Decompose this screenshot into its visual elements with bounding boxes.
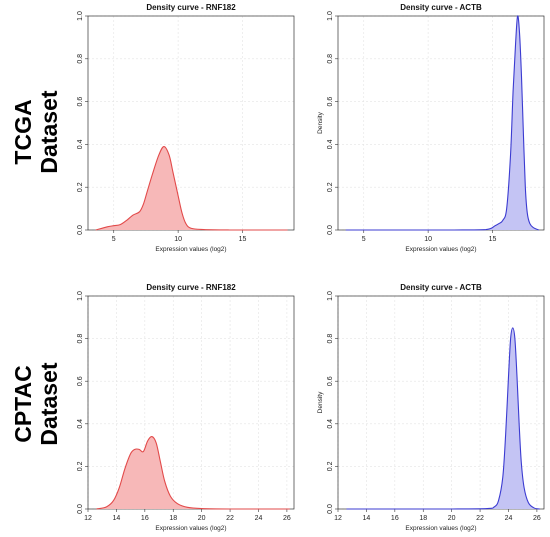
x-axis-label: Expression values (log2) (405, 525, 476, 532)
y-tick-label: 0.2 (327, 461, 334, 471)
x-tick-label: 5 (112, 236, 116, 243)
density-line (346, 327, 540, 510)
x-tick-label: 24 (255, 515, 263, 522)
x-tick-label: 20 (448, 515, 456, 522)
chart-title: Density curve - RNF182 (146, 3, 236, 12)
density-chart-cptac-actb: Density curve - ACTB 12 14 16 18 20 22 24 26 0.0 0… (317, 283, 545, 532)
y-tick-label: 1.0 (327, 11, 334, 21)
y-tick-label: 0.6 (77, 97, 84, 107)
x-axis-label: Expression values (log2) (155, 246, 226, 253)
chart-panel-tcga-actb: Density curve - ACTB 5 10 15 0.0 0.2 0.4 0.6 0.8… (310, 0, 550, 258)
y-tick-label: 0.8 (77, 334, 84, 344)
x-tick-label: 5 (362, 236, 366, 243)
x-tick-label: 10 (424, 236, 432, 243)
x-tick-label: 26 (533, 515, 541, 522)
y-tick-label: 0.6 (327, 376, 334, 386)
x-tick-label: 16 (391, 515, 399, 522)
chart-title: Density curve - RNF182 (146, 283, 236, 292)
y-tick-label: 0.6 (77, 376, 84, 386)
x-tick-label: 12 (84, 515, 92, 522)
y-tick-label: 0.0 (327, 504, 334, 514)
x-tick-label: 10 (174, 236, 182, 243)
x-axis-label: Expression values (log2) (155, 525, 226, 532)
y-tick-label: 1.0 (77, 11, 84, 21)
x-tick-label: 22 (226, 515, 234, 522)
chart-title: Density curve - ACTB (400, 283, 482, 292)
y-tick-label: 0.8 (327, 334, 334, 344)
density-chart-tcga-actb: Density curve - ACTB 5 10 15 0.0 0.2 0.4 0.6 0.8… (317, 3, 545, 253)
density-line (345, 15, 540, 231)
y-tick-label: 0.4 (327, 139, 334, 149)
x-tick-label: 20 (198, 515, 206, 522)
y-tick-label: 0.4 (77, 139, 84, 149)
x-tick-label: 18 (169, 515, 177, 522)
plot-frame (87, 15, 295, 231)
x-tick-label: 14 (113, 515, 121, 522)
y-tick-label: 0.4 (77, 419, 84, 429)
density-area (95, 146, 288, 230)
y-axis-label: Density (317, 391, 324, 413)
y-tick-label: 1.0 (327, 291, 334, 301)
x-tick-label: 22 (476, 515, 484, 522)
y-tick-label: 0.8 (77, 54, 84, 64)
density-line (95, 145, 288, 231)
density-area (346, 327, 540, 509)
x-tick-label: 18 (419, 515, 427, 522)
density-chart-tcga-rnf182: Density curve - RNF182 5 10 15 0.0 0.2 0.4 0.6 0… (77, 3, 295, 253)
density-area (96, 436, 290, 509)
y-tick-label: 0.8 (327, 54, 334, 64)
x-tick-label: 15 (239, 236, 247, 243)
x-tick-label: 12 (334, 515, 342, 522)
chart-title: Density curve - ACTB (400, 3, 482, 12)
x-tick-label: 16 (141, 515, 149, 522)
row-label-tcga-line2: Dataset (36, 90, 62, 174)
chart-panel-cptac-rnf182: Density curve - RNF182 12 14 16 18 20 22 24 26 0.… (60, 280, 300, 537)
x-tick-label: 24 (505, 515, 513, 522)
y-tick-label: 1.0 (77, 291, 84, 301)
x-tick-label: 14 (363, 515, 371, 522)
y-tick-label: 0.2 (77, 182, 84, 192)
y-tick-label: 0.0 (77, 225, 84, 235)
row-label-cptac-line2: Dataset (36, 362, 62, 446)
chart-panel-cptac-actb: Density curve - ACTB 12 14 16 18 20 22 24 26 0.0 0… (310, 280, 550, 537)
y-tick-label: 0.2 (77, 461, 84, 471)
x-axis-label: Expression values (log2) (405, 246, 476, 253)
density-area (345, 15, 539, 231)
x-tick-label: 26 (283, 515, 291, 522)
row-label-tcga-line1: TCGA (10, 99, 36, 165)
y-tick-label: 0.6 (327, 97, 334, 107)
row-label-cptac-line1: CPTAC (10, 365, 36, 443)
y-tick-label: 0.4 (327, 419, 334, 429)
density-chart-cptac-rnf182: Density curve - RNF182 12 14 16 18 20 22 24 26 0.… (77, 283, 295, 532)
density-line (96, 436, 290, 510)
y-tick-label: 0.0 (77, 504, 84, 514)
chart-panel-tcga-rnf182: Density curve - RNF182 5 10 15 0.0 0.2 0.4 0.6 0… (60, 0, 300, 258)
y-tick-label: 0.2 (327, 182, 334, 192)
x-tick-label: 15 (489, 236, 497, 243)
plot-frame (87, 295, 295, 510)
y-tick-label: 0.0 (327, 225, 334, 235)
y-axis-label: Density (317, 111, 324, 133)
